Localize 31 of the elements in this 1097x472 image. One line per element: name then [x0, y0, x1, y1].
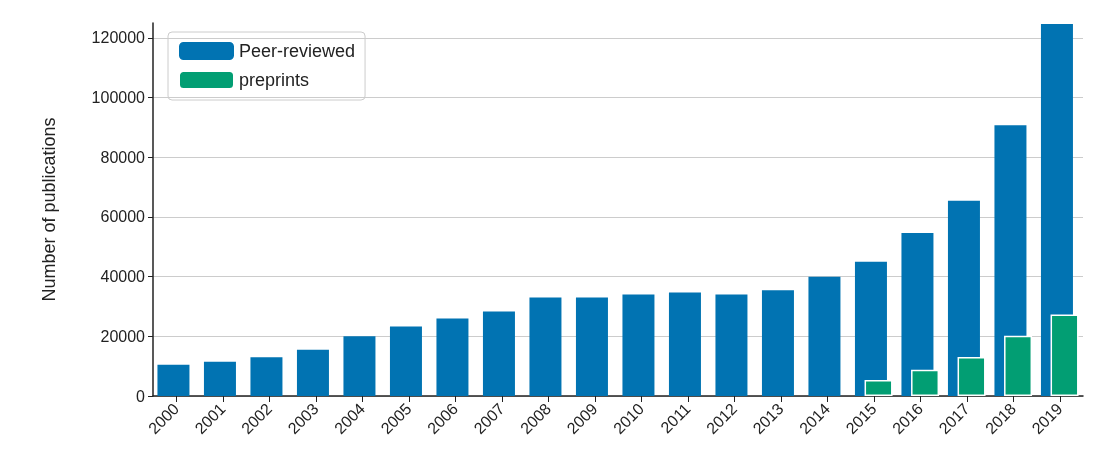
bar — [1050, 314, 1079, 396]
y-tick-label: 0 — [136, 387, 146, 405]
y-tick-label: 20000 — [100, 327, 146, 345]
bar — [715, 294, 748, 396]
bar — [911, 369, 940, 396]
bar — [436, 318, 469, 396]
y-tick-label: 40000 — [100, 268, 146, 286]
bar — [1004, 335, 1033, 396]
bar — [250, 357, 283, 396]
y-axis-title: Number of publications — [39, 117, 59, 302]
bar — [157, 364, 190, 396]
bar — [389, 326, 422, 396]
bar — [575, 297, 608, 396]
bar — [296, 349, 329, 396]
y-tick-label: 60000 — [100, 208, 146, 226]
legend-label: preprints — [239, 70, 310, 90]
bar — [808, 276, 841, 396]
bar — [668, 292, 701, 396]
bar — [529, 297, 562, 396]
bar — [957, 356, 986, 396]
bar — [864, 379, 893, 396]
bar — [343, 336, 376, 396]
bar — [622, 294, 655, 396]
bar — [482, 311, 515, 396]
bar — [203, 361, 236, 396]
y-tick-label: 120000 — [91, 29, 146, 47]
bar — [761, 290, 794, 396]
bar — [854, 261, 887, 396]
y-tick-label: 80000 — [100, 148, 146, 166]
y-tick-label: 100000 — [91, 89, 146, 107]
legend-label: Peer-reviewed — [239, 41, 356, 61]
